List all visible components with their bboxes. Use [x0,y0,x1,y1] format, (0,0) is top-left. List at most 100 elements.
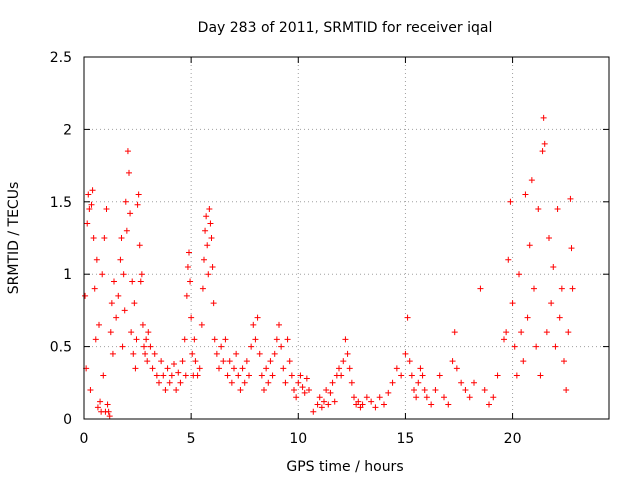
data-point [250,321,257,328]
data-point [524,314,531,321]
data-point [552,343,559,350]
data-point [501,336,507,343]
data-point [119,343,126,350]
data-point [338,372,345,379]
data-point [466,394,473,401]
data-point [97,398,104,405]
grid [84,57,609,419]
data-point [556,314,563,321]
data-point [222,336,229,343]
data-point [204,242,211,249]
data-point [139,321,146,328]
data-point [393,365,400,372]
data-point [115,292,122,299]
data-point [189,350,196,357]
data-point [205,271,212,278]
data-point [233,350,240,357]
data-point [451,329,458,336]
data-point [187,278,194,285]
data-point [441,394,447,401]
data-point [269,372,276,379]
data-point [156,379,162,386]
data-point [406,358,413,365]
data-point [295,379,302,386]
data-point [329,379,336,386]
data-point [477,285,484,292]
data-point [226,358,233,365]
data-point [120,271,127,278]
data-point [256,350,263,357]
data-point [181,336,188,343]
data-point [131,300,138,307]
data-point [239,365,246,372]
data-point [186,249,192,256]
data-point [91,285,98,292]
data-point [526,242,533,249]
data-point [168,372,175,379]
data-point [528,177,535,184]
data-point [286,358,293,365]
data-point [327,389,334,396]
data-point [299,384,306,391]
data-point [191,336,198,343]
data-point [389,379,396,386]
data-point [273,336,280,343]
data-point [92,336,99,343]
data-point [306,387,312,394]
data-point [218,343,225,350]
data-point [132,365,139,372]
data-point [135,191,142,198]
data-point [282,379,289,386]
data-point [503,329,510,336]
x-tick-label: 15 [397,431,415,447]
data-point [211,336,218,343]
data-point [137,278,144,285]
data-point [171,360,177,367]
data-point [179,358,186,365]
data-point [134,201,141,208]
data-point [376,394,383,401]
y-tick-label: 1 [63,267,72,283]
data-point [183,292,190,299]
data-point [228,379,235,386]
data-point [453,365,460,372]
data-point [164,365,171,372]
data-point [127,210,134,217]
data-point [563,387,570,394]
data-point [284,336,291,343]
data-point [331,398,338,405]
data-point [351,394,357,401]
data-point [175,369,182,376]
data-point [344,350,351,357]
data-point [513,372,520,379]
data-point [199,285,206,292]
chart-title: Day 283 of 2011, SRMTID for receiver iqa… [198,20,493,36]
data-point [342,336,349,343]
data-point [109,350,116,357]
data-point [481,387,488,394]
data-point [381,401,387,408]
data-point [144,358,151,365]
data-point [415,379,422,386]
data-point [142,350,149,357]
data-point [325,401,332,408]
y-axis-label: SRMTID / TECUs [6,182,22,295]
data-point [507,198,514,205]
data-point [86,206,93,213]
data-point [303,375,310,382]
data-point [533,343,540,350]
data-point [540,114,547,121]
data-point [99,271,106,278]
data-point [101,235,108,241]
data-point [254,314,261,321]
data-point [85,191,92,198]
data-point [133,336,140,343]
data-point [432,387,439,394]
data-point [151,350,158,357]
data-point [546,235,552,241]
data-point [520,358,527,365]
y-tick-label: 0 [63,412,72,428]
data-point [291,387,297,394]
data-point [177,379,184,386]
y-tick-label: 2 [63,122,72,138]
